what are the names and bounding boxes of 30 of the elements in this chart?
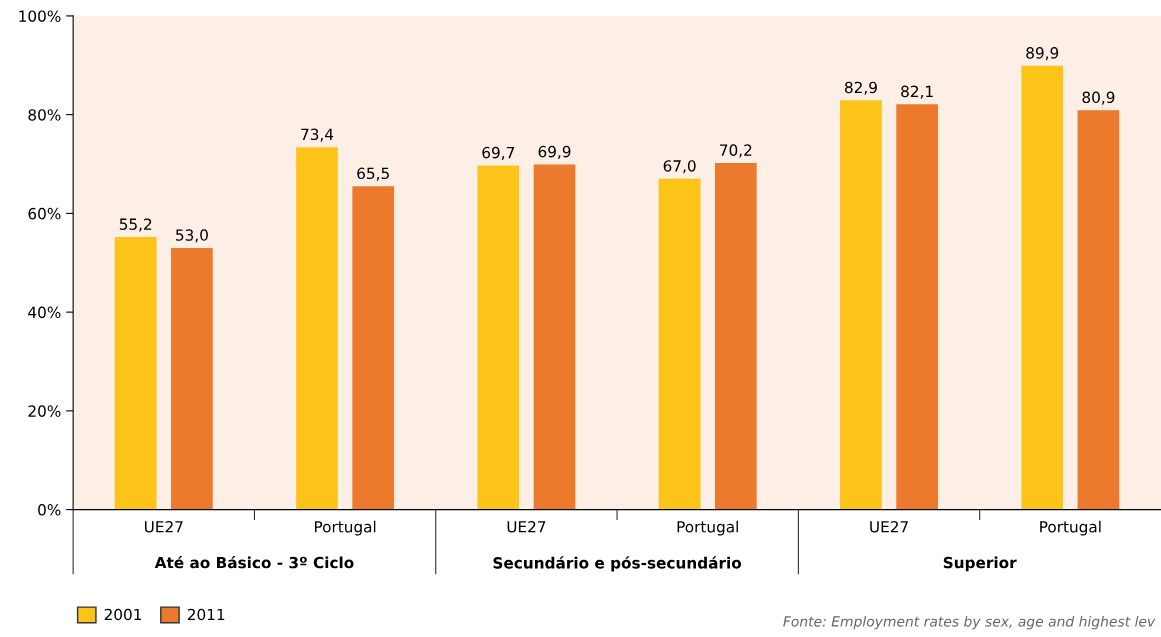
data-label: 70,2	[720, 144, 752, 158]
source-note: Fonte: Employment rates by sex, age and highest lev	[783, 615, 1156, 630]
data-label: 73,4	[301, 128, 334, 142]
x-tick-label: Portugal	[677, 520, 738, 536]
x-tick-label: UE27	[870, 520, 908, 533]
x-tick-label: Portugal	[1040, 520, 1101, 536]
data-label: 82,9	[844, 81, 877, 95]
data-label: 69,9	[538, 145, 571, 159]
data-label: 89,9	[1026, 47, 1059, 61]
y-tick-label: 80%	[28, 109, 61, 121]
legend-label: 2001	[104, 608, 142, 621]
x-tick-label: UE27	[144, 520, 183, 533]
data-label: 53,0	[176, 229, 208, 243]
y-tick-label: 60%	[28, 207, 61, 220]
text: Até ao Básico - 3º Ciclo	[154, 555, 354, 569]
text: Secundário e pós-secundário	[493, 556, 742, 572]
data-label: 82,1	[901, 85, 933, 99]
data-label: 67,0	[663, 160, 696, 174]
y-tick-label: 40%	[28, 306, 61, 319]
y-tick-label: 0%	[38, 504, 61, 516]
x-tick-label: UE27	[507, 520, 546, 533]
x-tick-label: Portugal	[314, 520, 376, 536]
legend-label: 2011	[187, 608, 225, 621]
data-label: 69,7	[482, 146, 515, 160]
data-label: 55,2	[119, 218, 152, 232]
y-tick-label: 100%	[19, 10, 61, 22]
data-label: 65,5	[357, 167, 389, 181]
y-tick-label: 20%	[28, 405, 61, 417]
data-label: 80,9	[1082, 91, 1115, 105]
text: Superior	[943, 556, 1017, 572]
